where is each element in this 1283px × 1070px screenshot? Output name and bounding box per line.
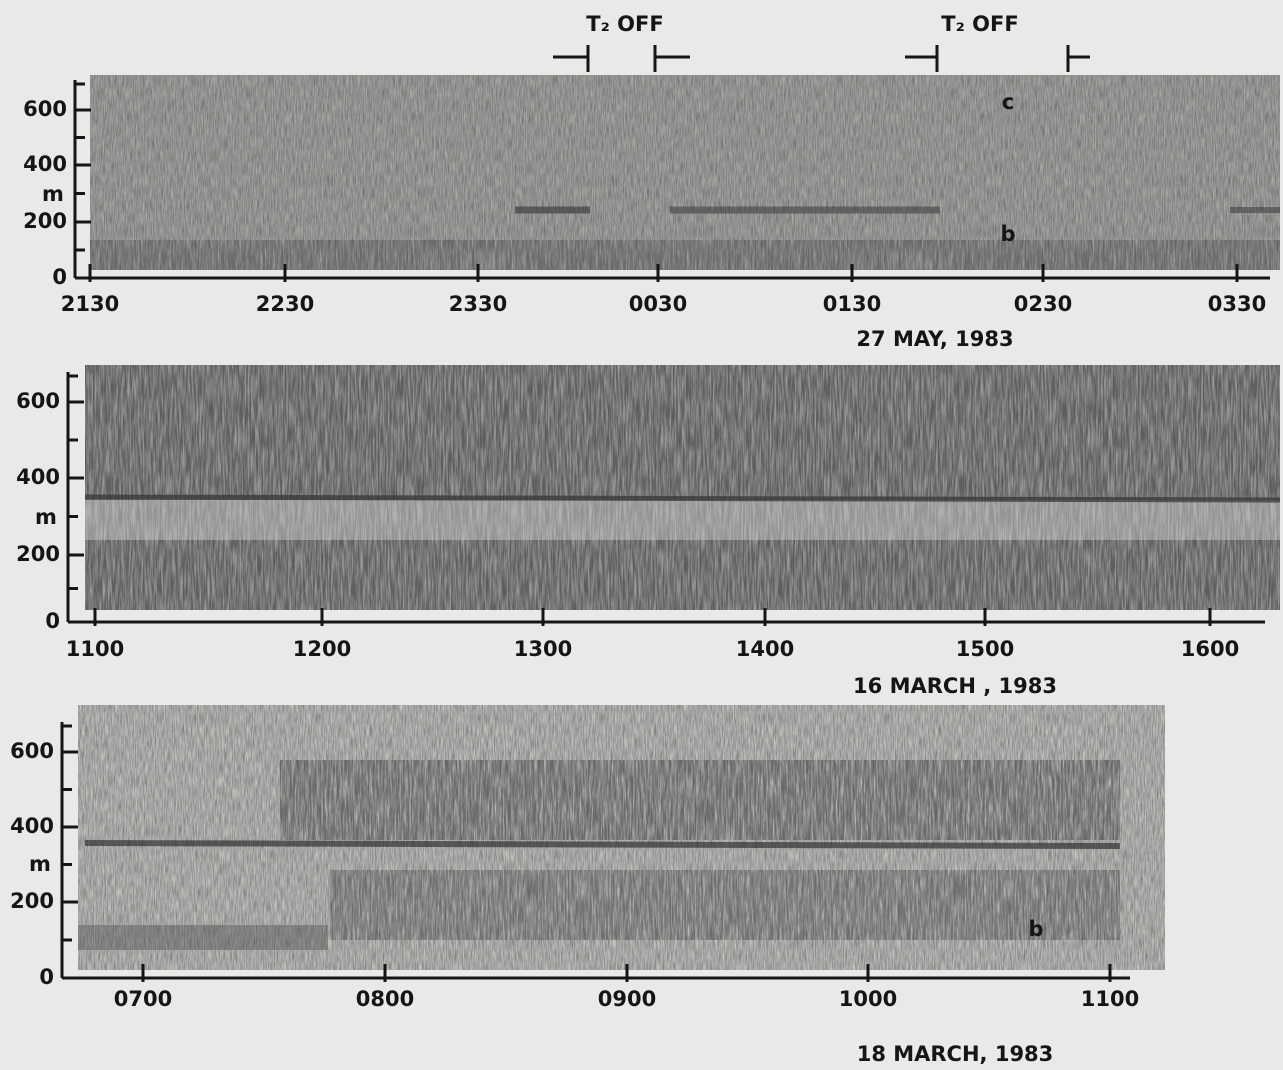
x-tick-label: 1400	[736, 637, 794, 661]
x-tick-label: 1100	[66, 637, 124, 661]
x-tick-label: 0800	[356, 987, 414, 1011]
y-tick-label: 400	[16, 465, 60, 489]
y-tick-label: 600	[16, 389, 60, 413]
x-tick-label: 0700	[114, 987, 172, 1011]
y-tick-label: 600	[10, 739, 54, 763]
y-tick-label: 200	[10, 889, 54, 913]
x-tick-label: 0130	[823, 292, 881, 316]
y-tick-label: 200	[16, 542, 60, 566]
date-label: 27 MAY, 1983	[856, 327, 1013, 351]
x-tick-label: 1200	[293, 637, 351, 661]
echogram-3	[78, 705, 1165, 970]
x-tick-label: 0230	[1014, 292, 1072, 316]
y-unit: m	[29, 852, 51, 876]
annotation: T₂ OFF	[941, 12, 1018, 36]
y-unit: m	[35, 505, 57, 529]
x-tick-label: 1300	[514, 637, 572, 661]
x-tick-label: 1500	[956, 637, 1014, 661]
y-tick-label: 0	[52, 265, 67, 289]
x-tick-label: 2330	[449, 292, 507, 316]
x-tick-label: 2230	[256, 292, 314, 316]
y-tick-label: 600	[23, 97, 67, 121]
echogram-2	[85, 365, 1280, 610]
y-unit: m	[42, 182, 64, 206]
x-tick-label: 1600	[1181, 637, 1239, 661]
x-tick-label: 1100	[1081, 987, 1139, 1011]
x-tick-label: 1000	[839, 987, 897, 1011]
y-tick-label: 400	[23, 152, 67, 176]
date-label: 16 MARCH , 1983	[853, 674, 1057, 698]
annotation: b	[1028, 917, 1043, 941]
date-label: 18 MARCH, 1983	[857, 1042, 1054, 1066]
annotation: b	[1000, 222, 1015, 246]
x-tick-label: 0900	[598, 987, 656, 1011]
annotation: T₂ OFF	[586, 12, 663, 36]
y-tick-label: 0	[39, 965, 54, 989]
off-bracket	[553, 45, 690, 72]
echogram-1	[90, 75, 1280, 270]
figure: 0 200 400 600 m 2130 2230 2330 0030 0130 0230 0330 2…	[0, 0, 1283, 1070]
off-bracket	[905, 45, 1090, 72]
y-tick-label: 0	[45, 609, 60, 633]
x-tick-label: 2130	[61, 292, 119, 316]
annotation: c	[1002, 90, 1014, 114]
y-tick-label: 200	[23, 209, 67, 233]
y-tick-label: 400	[10, 814, 54, 838]
x-tick-label: 0030	[629, 292, 687, 316]
x-tick-label: 0330	[1208, 292, 1266, 316]
